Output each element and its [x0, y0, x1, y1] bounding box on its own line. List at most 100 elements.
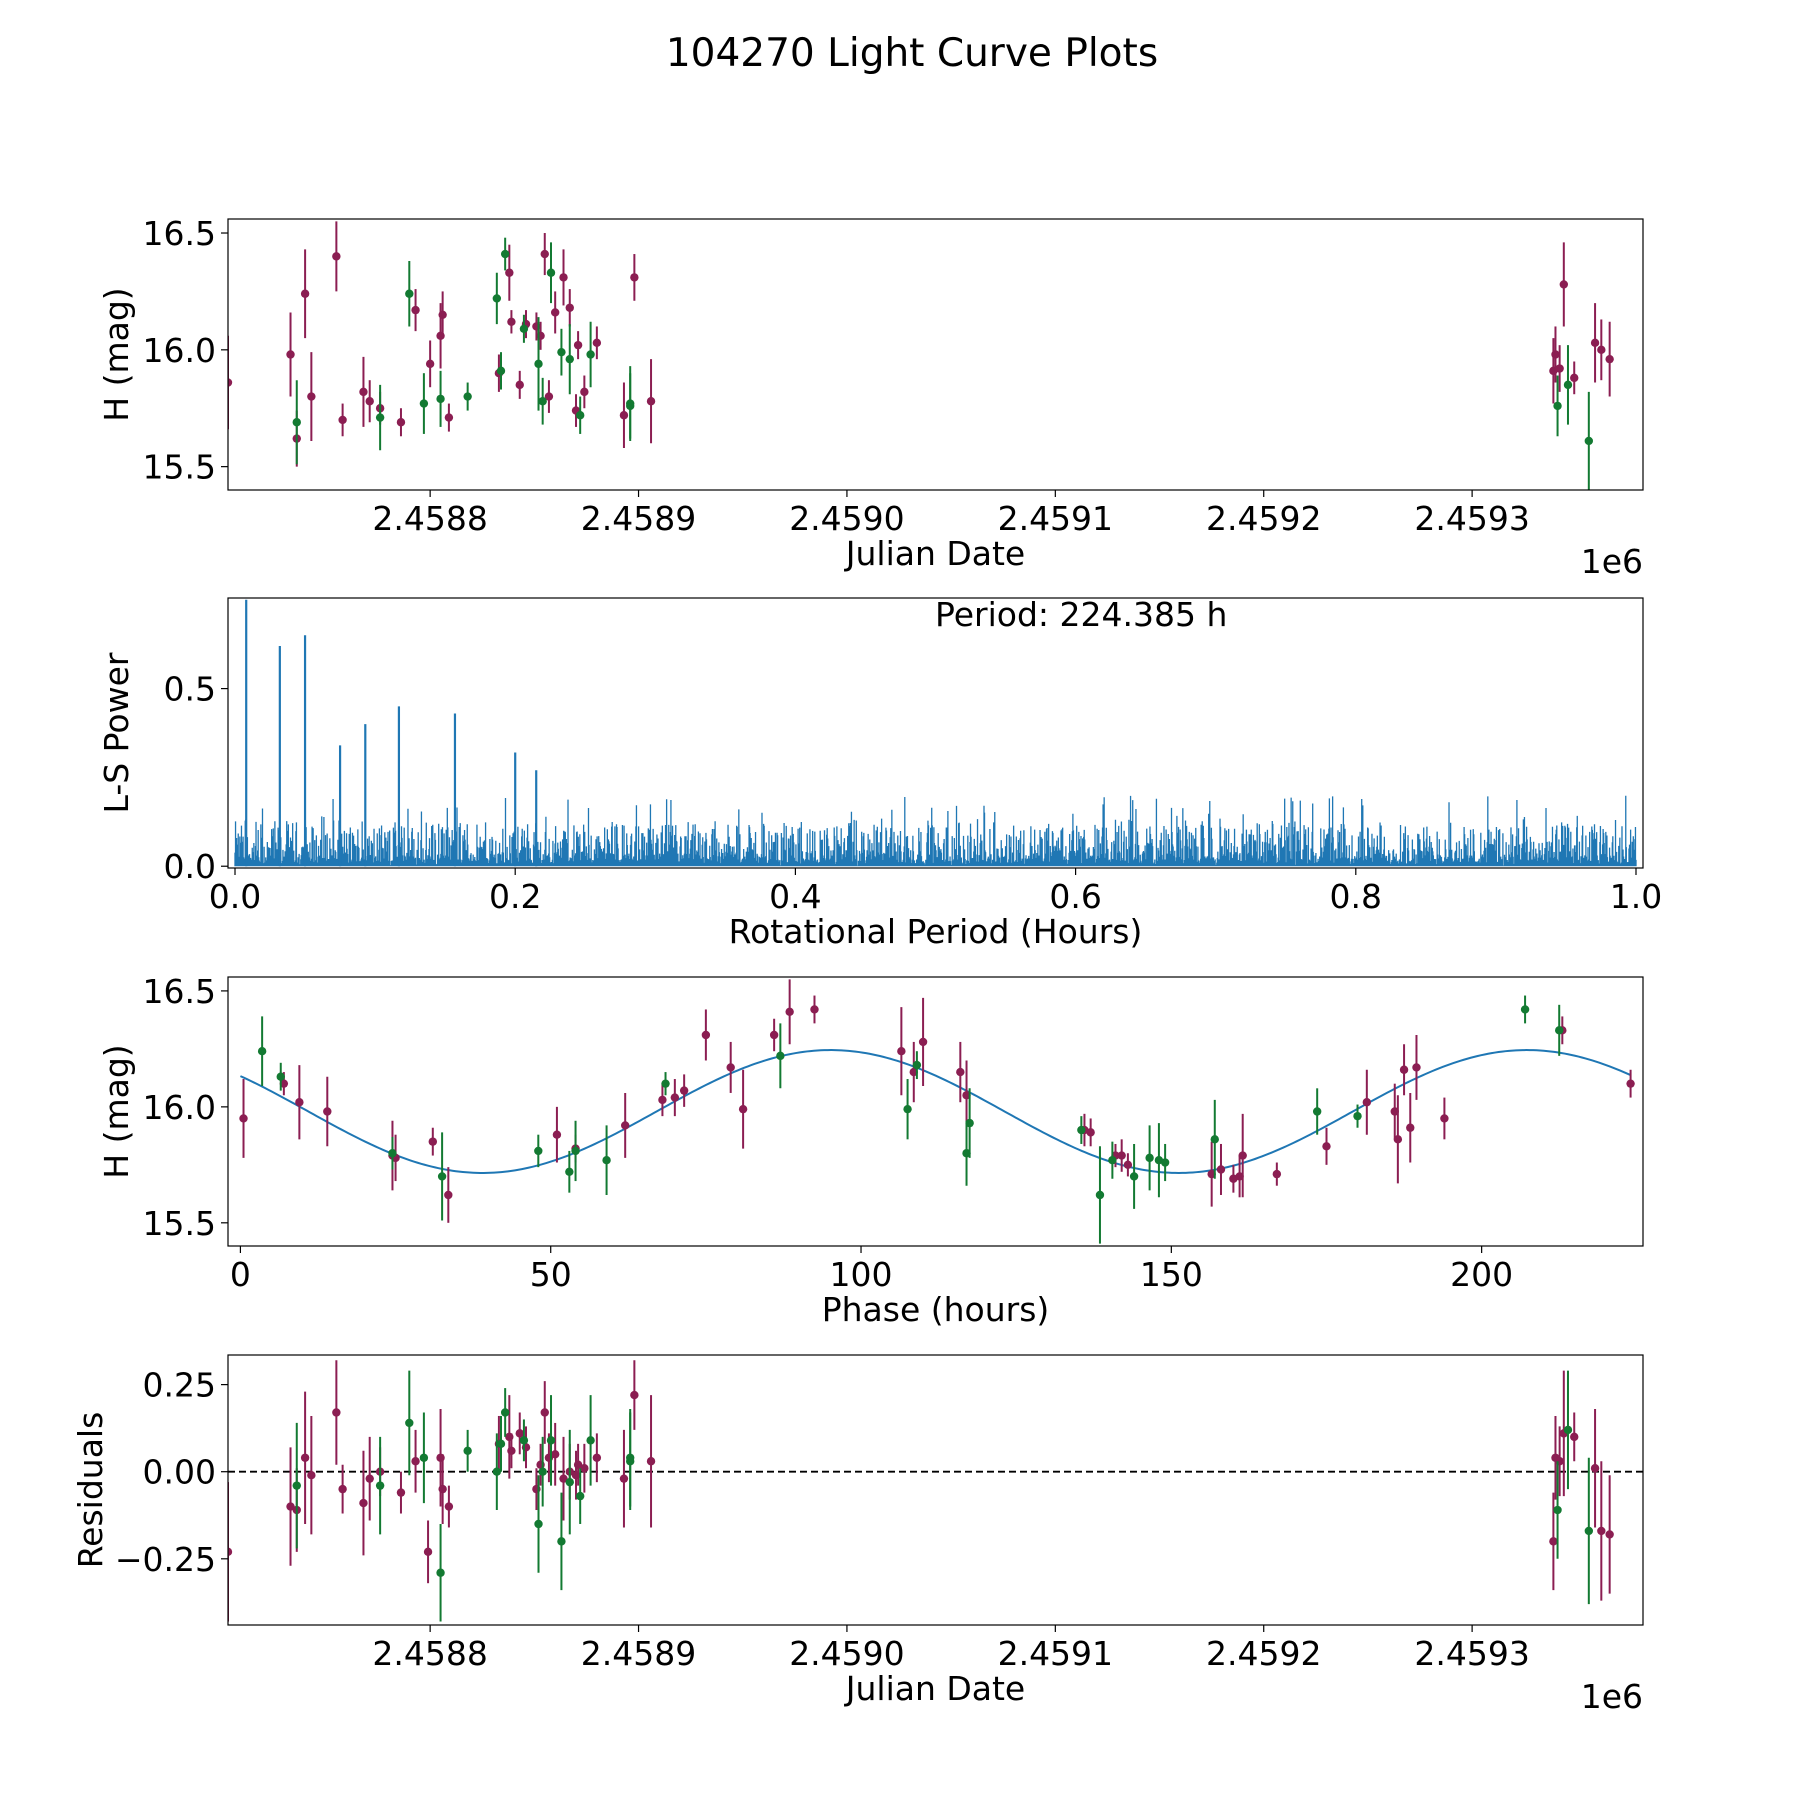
data-point [573, 340, 583, 350]
data-point [1086, 1128, 1095, 1137]
data-layer [239, 979, 1635, 1244]
data-point [592, 1453, 602, 1462]
data-point [962, 1091, 971, 1100]
data-point [1108, 1155, 1117, 1165]
x-tick-label: 100 [830, 1255, 893, 1294]
data-layer [234, 599, 1637, 867]
data-point [903, 1104, 912, 1114]
y-tick-label: 0.25 [143, 1366, 216, 1405]
y-axis-label: H (mag) [97, 1044, 136, 1178]
panel-residuals: 2.4588 2.4589 2.4590 2.4591 2.4592 2.4593 −0.2… [71, 1354, 1644, 1716]
data-point [546, 1436, 556, 1445]
data-point [292, 1481, 301, 1490]
y-axis-label: Residuals [71, 1412, 110, 1569]
x-tick-label: 0.8 [1330, 877, 1382, 916]
data-point [425, 359, 435, 369]
data-point [1551, 350, 1560, 359]
data-point [436, 394, 445, 404]
data-point [586, 350, 595, 359]
data-point [626, 399, 635, 408]
data-point [1123, 1160, 1133, 1170]
data-point [897, 1047, 906, 1056]
data-point [602, 1155, 611, 1165]
x-tick-label: 150 [1140, 1255, 1203, 1294]
y-axis-label: H (mag) [97, 287, 136, 421]
data-point [405, 289, 414, 298]
data-point [630, 1390, 639, 1400]
x-tick-label: 2.4592 [1206, 1634, 1321, 1673]
data-point [1322, 1142, 1331, 1151]
y-tick-label: 16.5 [143, 972, 216, 1011]
data-point [661, 1079, 670, 1088]
data-point [496, 1439, 506, 1449]
data-point [419, 1453, 429, 1462]
model-curve [239, 1049, 1631, 1174]
data-point [1553, 1505, 1562, 1515]
data-point [538, 1467, 547, 1476]
data-point [1590, 338, 1600, 348]
data-point [375, 413, 385, 422]
data-point [492, 1467, 502, 1476]
data-point [575, 1491, 585, 1501]
data-point [619, 1474, 629, 1483]
data-point [1353, 1111, 1362, 1121]
data-point [670, 1093, 680, 1102]
data-point [338, 415, 347, 425]
panel-raw-light-curve: 2.4588 2.4589 2.4590 2.4591 2.4592 2.4593 15.5… [97, 214, 1644, 581]
data-point [257, 1047, 267, 1056]
data-point [810, 1005, 819, 1014]
x-tick-label: 2.4589 [581, 499, 696, 538]
data-point [1555, 364, 1564, 373]
data-point [500, 249, 510, 259]
data-point [307, 1470, 316, 1480]
data-point [559, 273, 568, 282]
data-point [965, 1118, 974, 1128]
data-point [286, 1502, 295, 1511]
data-point [565, 1167, 574, 1176]
data-point [228, 1547, 233, 1557]
data-point [444, 1502, 454, 1511]
data-point [1117, 1151, 1126, 1160]
data-point [550, 1450, 560, 1459]
data-point [909, 1067, 918, 1077]
data-point [396, 1488, 406, 1497]
data-point [586, 1436, 595, 1445]
data-point [962, 1149, 971, 1158]
data-point [1605, 354, 1614, 364]
y-tick-label: 15.5 [143, 448, 216, 487]
model-layer [239, 1049, 1631, 1174]
data-point [300, 289, 310, 298]
data-point [776, 1051, 785, 1061]
data-point [1216, 1165, 1226, 1174]
data-point [1555, 1026, 1564, 1035]
data-point [1362, 1098, 1372, 1107]
data-point [1160, 1158, 1170, 1167]
data-point [580, 1464, 589, 1473]
data-point [444, 413, 454, 422]
data-point [1563, 1425, 1573, 1435]
data-point [411, 305, 420, 315]
data-point [726, 1063, 735, 1072]
y-tick-label: 16.0 [143, 331, 216, 370]
data-point [956, 1067, 965, 1077]
data-point [630, 273, 639, 282]
data-point [544, 392, 554, 401]
data-point [396, 418, 406, 427]
data-point [500, 1408, 510, 1417]
y-tick-label: −0.25 [115, 1540, 216, 1579]
data-point [918, 1037, 928, 1047]
data-point [769, 1030, 779, 1040]
panel-phased-light-curve: 0 50 100 150 200 15.5 16.0 16.5 Phase (hours) H (… [97, 972, 1644, 1329]
data-point [534, 359, 543, 369]
data-point [519, 1436, 529, 1445]
chart-panels: 2.4588 2.4589 2.4590 2.4591 2.4592 2.4593 15.5… [71, 214, 1662, 1716]
data-point [1570, 373, 1579, 383]
data-point [515, 380, 524, 390]
data-point [1312, 1107, 1322, 1116]
data-point [496, 366, 506, 376]
data-point [646, 397, 656, 406]
x-tick-label: 2.4590 [789, 1634, 904, 1673]
x-tick-label: 2.4590 [789, 499, 904, 538]
data-point [437, 1172, 447, 1181]
